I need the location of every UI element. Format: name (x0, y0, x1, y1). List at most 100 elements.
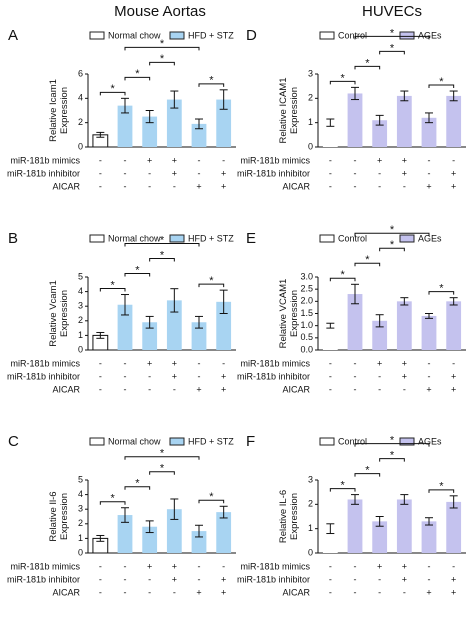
bar (421, 117, 437, 147)
y-axis-label: Relative Icam1 Expression (48, 79, 70, 142)
significance-bracket (354, 473, 381, 477)
y-axis-label-text: Relative VCAM1 Expression (278, 278, 300, 349)
significance-bracket (428, 489, 455, 493)
treatment-sign: - (403, 587, 406, 597)
significance-label: * (390, 239, 395, 251)
significance-bracket (124, 46, 200, 51)
treatment-sign: - (222, 155, 225, 165)
y-tick-label: 2 (78, 117, 83, 127)
y-tick-label: 5 (78, 271, 83, 281)
significance-bracket (124, 486, 151, 490)
treatment-sign: - (378, 587, 381, 597)
treatment-sign: - (198, 561, 201, 571)
treatment-sign: + (172, 155, 177, 165)
significance-label: * (111, 279, 116, 291)
y-tick-label: 0.5 (300, 332, 313, 342)
bar (191, 123, 207, 147)
treatment-sign: - (354, 181, 357, 191)
y-axis-label-text: Relative ICAM1 Expression (278, 77, 300, 144)
bar (372, 521, 388, 553)
y-tick-label: 1.5 (300, 308, 313, 318)
bar (347, 93, 363, 147)
legend-swatch (89, 31, 105, 40)
treatment-sign: + (147, 561, 152, 571)
treatment-sign: - (354, 168, 357, 178)
treatment-sign: + (172, 358, 177, 368)
significance-label: * (209, 491, 214, 503)
treatment-sign: - (428, 574, 431, 584)
legend-swatch (319, 437, 335, 446)
legend-swatch (319, 31, 335, 40)
bar (117, 304, 133, 350)
y-tick-label: 0 (78, 344, 83, 354)
significance-bracket (124, 273, 151, 277)
significance-label: * (390, 435, 395, 447)
treatment-sign: + (451, 384, 456, 394)
legend-label: Normal chow (108, 30, 161, 40)
significance-bracket (354, 65, 381, 70)
bar (117, 105, 133, 147)
panel-label: A (8, 27, 18, 44)
treatment-sign: - (378, 168, 381, 178)
legend-label: AGEs (418, 233, 442, 243)
significance-bracket (329, 488, 356, 492)
legend-swatch (399, 31, 415, 40)
bar (396, 499, 412, 553)
bar (166, 99, 182, 147)
significance-label: * (390, 224, 395, 236)
significance-bracket (99, 288, 126, 292)
bar (372, 120, 388, 147)
y-tick-label: 4 (78, 93, 83, 103)
treatment-label: miR-181b inhibitor (237, 168, 310, 178)
treatment-sign: + (451, 371, 456, 381)
legend-swatch (169, 234, 185, 243)
treatment-sign: - (99, 168, 102, 178)
treatment-sign: - (329, 155, 332, 165)
treatment-sign: - (428, 155, 431, 165)
panel-label: B (8, 230, 18, 247)
treatment-label: miR-181b mimics (10, 358, 80, 368)
legend-label: Control (338, 436, 367, 446)
treatment-sign: - (428, 358, 431, 368)
treatment-sign: - (99, 574, 102, 584)
significance-label: * (160, 448, 165, 460)
treatment-sign: - (99, 587, 102, 597)
bar (322, 122, 338, 147)
significance-bracket (329, 277, 356, 282)
legend-label: Normal chow (108, 436, 161, 446)
treatment-sign: + (402, 155, 407, 165)
treatment-sign: - (329, 561, 332, 571)
treatment-sign: - (428, 561, 431, 571)
treatment-sign: - (99, 155, 102, 165)
y-axis-label: Relative Vcam1 Expression (48, 280, 70, 347)
significance-bracket (379, 458, 405, 462)
treatment-sign: + (402, 574, 407, 584)
significance-bracket (379, 247, 405, 252)
treatment-sign: - (329, 371, 332, 381)
significance-bracket (198, 499, 225, 504)
treatment-sign: + (377, 561, 382, 571)
column-title: Mouse Aortas (114, 3, 206, 20)
significance-label: * (135, 478, 140, 490)
treatment-sign: + (402, 358, 407, 368)
treatment-sign: - (99, 561, 102, 571)
significance-label: * (439, 283, 444, 295)
legend-swatch (169, 31, 185, 40)
legend-swatch (89, 234, 105, 243)
treatment-sign: - (148, 384, 151, 394)
significance-bracket (428, 84, 455, 89)
significance-bracket (428, 291, 455, 295)
treatment-sign: + (172, 574, 177, 584)
significance-bracket (149, 61, 175, 66)
legend-swatch (319, 234, 335, 243)
legend-label: HFD + STZ (188, 233, 234, 243)
treatment-label: AICAR (282, 587, 310, 597)
treatment-sign: - (124, 168, 127, 178)
legend-swatch (399, 437, 415, 446)
bar (216, 512, 232, 553)
y-axis-label: Relative IL-6 Expression (278, 490, 300, 543)
treatment-label: miR-181b inhibitor (7, 574, 80, 584)
significance-bracket (354, 35, 430, 40)
panel-label: E (246, 230, 256, 247)
treatment-sign: + (451, 574, 456, 584)
